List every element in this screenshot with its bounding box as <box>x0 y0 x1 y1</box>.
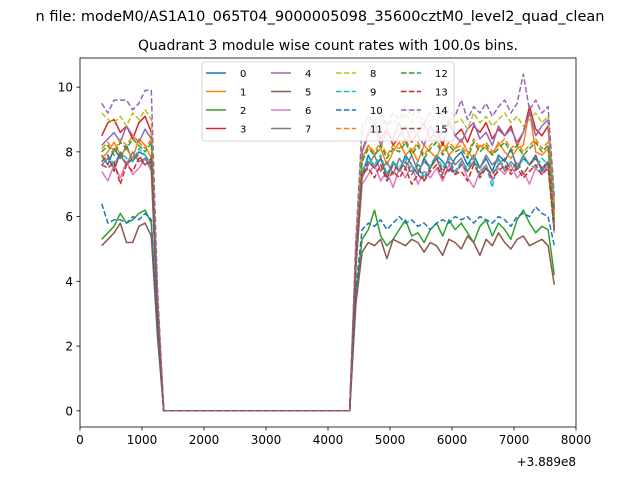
legend-label-2: 2 <box>240 106 246 117</box>
x-tick-label: 5000 <box>375 433 406 447</box>
x-tick-label: 2000 <box>189 433 220 447</box>
legend-label-12: 12 <box>435 69 448 80</box>
legend-label-14: 14 <box>435 106 448 117</box>
series-line-5 <box>101 222 556 412</box>
plot-area <box>100 73 556 412</box>
legend-label-13: 13 <box>435 88 448 99</box>
y-tick-label: 8 <box>65 145 73 159</box>
x-tick-label: 7000 <box>499 433 530 447</box>
series-line-9 <box>101 147 556 412</box>
legend-label-10: 10 <box>370 106 383 117</box>
x-tick-label: 8000 <box>561 433 592 447</box>
series-line-15 <box>101 151 556 412</box>
legend-label-1: 1 <box>240 88 246 99</box>
legend-label-5: 5 <box>305 88 311 99</box>
legend-label-3: 3 <box>240 125 246 136</box>
legend-label-7: 7 <box>305 125 311 136</box>
legend-label-9: 9 <box>370 88 376 99</box>
chart-title: Quadrant 3 module wise count rates with … <box>138 38 518 54</box>
figure-suptitle: n file: modeM0/AS1A10_065T04_9000005098_… <box>36 9 605 25</box>
y-tick-label: 10 <box>58 81 73 95</box>
x-tick-label: 0 <box>76 433 84 447</box>
series-line-11 <box>101 134 556 412</box>
legend-label-4: 4 <box>305 69 311 80</box>
legend-label-8: 8 <box>370 69 376 80</box>
y-tick-label: 2 <box>65 340 73 354</box>
series-line-0 <box>101 144 556 412</box>
series-line-12 <box>101 138 556 412</box>
legend-label-15: 15 <box>435 125 448 136</box>
x-tick-label: 4000 <box>313 433 344 447</box>
series-line-10 <box>100 203 556 412</box>
x-tick-label: 6000 <box>437 433 468 447</box>
y-tick-label: 4 <box>65 275 73 289</box>
legend-label-11: 11 <box>370 125 383 136</box>
y-tick-label: 6 <box>65 210 73 224</box>
legend-label-0: 0 <box>240 69 246 80</box>
x-tick-label: 1000 <box>127 433 158 447</box>
x-tick-label: 3000 <box>251 433 282 447</box>
legend-box <box>201 61 455 142</box>
series-line-2 <box>101 209 556 412</box>
x-offset-label: +3.889e8 <box>517 455 576 469</box>
legend-label-6: 6 <box>305 106 311 117</box>
y-tick-label: 0 <box>65 404 73 418</box>
